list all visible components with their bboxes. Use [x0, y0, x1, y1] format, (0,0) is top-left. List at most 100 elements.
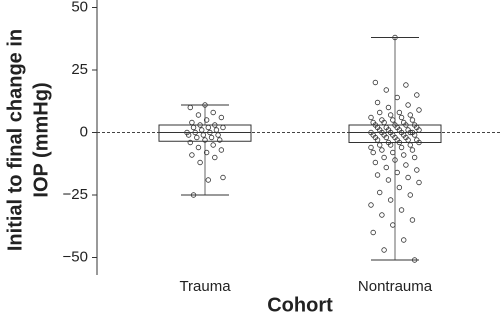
- data-point: [396, 184, 403, 191]
- box: [348, 124, 442, 143]
- data-point: [409, 147, 416, 153]
- data-point: [220, 124, 226, 131]
- data-point: [409, 117, 416, 123]
- y-tick-label: 25: [71, 61, 88, 78]
- data-point: [398, 114, 405, 121]
- data-point: [217, 137, 223, 143]
- data-point: [394, 94, 400, 101]
- data-point: [392, 34, 398, 41]
- data-point: [187, 104, 193, 111]
- data-point: [401, 152, 407, 158]
- data-point: [187, 139, 193, 146]
- data-point: [416, 127, 422, 133]
- data-point: [197, 122, 203, 128]
- data-point: [390, 149, 396, 156]
- data-point: [383, 164, 389, 171]
- y-axis-label: Initial to final change in: [4, 29, 26, 251]
- data-point: [199, 127, 205, 133]
- data-point: [407, 112, 413, 118]
- data-point: [210, 109, 216, 116]
- data-point: [416, 107, 422, 113]
- data-point: [220, 174, 226, 181]
- data-point: [195, 112, 202, 118]
- data-point: [396, 109, 403, 116]
- data-point: [381, 154, 387, 161]
- data-point: [390, 222, 396, 228]
- data-point: [387, 112, 394, 118]
- data-point: [414, 92, 420, 98]
- data-point: [205, 124, 211, 131]
- data-point: [197, 159, 203, 166]
- data-point: [212, 122, 218, 128]
- data-point: [411, 257, 418, 263]
- data-point: [394, 169, 400, 176]
- data-point: [372, 159, 379, 166]
- data-point: [398, 207, 405, 213]
- data-point: [370, 229, 376, 236]
- data-point: [396, 139, 403, 146]
- data-point: [212, 154, 218, 161]
- data-point: [407, 129, 413, 136]
- data-point: [190, 192, 197, 198]
- data-point: [390, 117, 396, 123]
- data-point: [189, 119, 195, 126]
- data-point: [200, 132, 207, 138]
- box: [158, 124, 252, 142]
- data-point: [185, 132, 192, 138]
- data-point: [405, 102, 411, 108]
- data-point: [215, 132, 221, 138]
- data-point: [207, 129, 213, 136]
- data-point: [379, 212, 385, 218]
- data-point: [192, 129, 198, 136]
- data-point: [218, 147, 225, 153]
- data-point: [409, 217, 416, 223]
- data-point: [202, 102, 208, 108]
- data-point: [374, 99, 381, 106]
- data-point: [210, 142, 216, 148]
- data-point: [392, 157, 398, 163]
- data-point: [377, 109, 383, 116]
- data-point: [411, 132, 418, 138]
- data-point: [195, 144, 202, 151]
- y-tick-label: 0: [80, 123, 88, 140]
- data-point: [202, 137, 208, 143]
- data-point: [411, 154, 418, 161]
- data-point: [370, 149, 376, 156]
- data-point: [218, 114, 225, 121]
- data-point: [407, 192, 413, 198]
- data-point: [368, 202, 374, 208]
- data-point: [381, 119, 387, 126]
- data-point: [383, 87, 389, 93]
- data-point: [403, 162, 409, 168]
- data-point: [405, 137, 411, 143]
- data-point: [385, 104, 392, 111]
- data-point: [416, 139, 422, 146]
- y-tick-label: −25: [63, 186, 88, 203]
- data-point: [398, 144, 405, 151]
- data-point: [368, 144, 374, 151]
- data-point: [374, 137, 381, 143]
- data-point: [194, 134, 200, 141]
- data-point: [414, 167, 420, 173]
- data-point: [372, 79, 379, 86]
- data-point: [403, 82, 409, 88]
- y-axis-label: IOP (mmHg): [30, 82, 52, 197]
- data-point: [416, 179, 422, 186]
- data-point: [387, 197, 394, 203]
- data-point: [377, 189, 383, 196]
- data-point: [379, 147, 385, 153]
- x-tick-label: Trauma: [179, 278, 231, 295]
- x-axis-label: Cohort: [267, 294, 333, 316]
- data-point: [385, 177, 392, 183]
- data-point: [387, 142, 394, 148]
- data-point: [205, 177, 211, 183]
- data-point: [381, 247, 387, 253]
- data-point: [374, 172, 381, 178]
- data-point: [368, 114, 374, 121]
- y-tick-label: 50: [71, 0, 88, 15]
- data-point: [203, 149, 210, 156]
- data-point: [203, 117, 210, 123]
- data-point: [383, 134, 389, 141]
- data-point: [403, 122, 409, 128]
